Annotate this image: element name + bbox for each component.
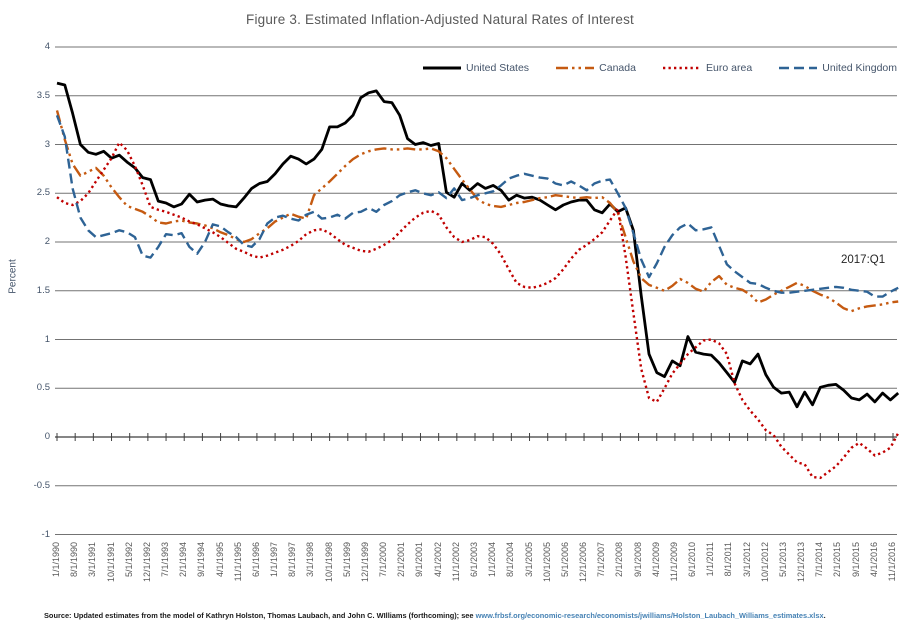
legend-item-united-states[interactable]: United States: [423, 62, 529, 74]
x-tick-label: 7/1/2007: [596, 542, 607, 578]
series-line-euro-area: [56, 141, 900, 480]
legend-line-sample: [556, 66, 595, 70]
x-tick-label: 12/1/2006: [578, 542, 589, 583]
x-tick-label: 4/1/2002: [432, 542, 443, 578]
x-tick-label: 3/1/2012: [741, 542, 752, 578]
x-tick-label: 10/1/2005: [541, 542, 552, 583]
x-tick-label: 2/1/1994: [178, 542, 189, 578]
legend-item-canada[interactable]: Canada: [556, 62, 636, 74]
y-tick-label: -1: [41, 528, 50, 540]
x-tick-label: 3/1/1991: [87, 542, 98, 578]
source-suffix: .: [823, 611, 826, 620]
x-tick-label: 6/1/1996: [250, 542, 261, 578]
x-tick-label: 4/1/2009: [650, 542, 661, 578]
legend-item-euro-area[interactable]: Euro area: [663, 62, 752, 74]
y-tick-label: 1.5: [36, 284, 50, 296]
x-tick-label: 12/1/2013: [796, 542, 807, 583]
y-tick-label: 0.5: [36, 382, 50, 394]
legend-label: Euro area: [706, 62, 753, 74]
x-tick-label: 8/1/1990: [69, 542, 80, 578]
endpoint-annotation: 2017:Q1: [841, 254, 886, 266]
x-tick-label: 9/1/2008: [632, 542, 643, 578]
x-tick-label: 1/1/2004: [487, 542, 498, 578]
legend-line-sample: [663, 66, 702, 70]
x-tick-label: 10/1/2012: [759, 542, 770, 583]
x-tick-label: 9/1/2001: [414, 542, 425, 578]
x-tick-label: 11/1/2016: [887, 542, 897, 582]
x-tick-label: 6/1/2003: [469, 542, 479, 578]
y-tick-label: 1: [44, 333, 50, 345]
x-tick-label: 8/1/1997: [287, 542, 298, 578]
legend-label: United States: [466, 62, 530, 74]
x-tick-label: 8/1/2011: [723, 542, 734, 577]
y-tick-label: 2.5: [36, 187, 50, 199]
y-tick-label: 4: [44, 41, 50, 52]
x-tick-label: 5/1/1992: [123, 542, 134, 578]
legend-item-united-kingdom[interactable]: United Kingdom: [779, 62, 897, 74]
legend-line-sample: [423, 66, 461, 70]
x-tick-label: 2/1/2015: [832, 542, 843, 578]
legend-label: Canada: [599, 62, 636, 74]
y-tick-label: 2: [44, 236, 50, 247]
x-tick-label: 4/1/2016: [868, 542, 879, 578]
x-tick-label: 2/1/2008: [614, 542, 625, 578]
x-tick-label: 7/1/2000: [378, 542, 389, 578]
x-tick-label: 12/1/1999: [359, 542, 370, 583]
y-tick-label: 3.5: [36, 89, 50, 101]
x-tick-label: 11/1/1995: [232, 542, 243, 582]
source-text: Source: Updated estimates from the model…: [44, 611, 476, 620]
x-tick-label: 10/1/1998: [323, 542, 334, 583]
x-tick-label: 5/1/2013: [777, 542, 788, 578]
x-tick-label: 5/1/2006: [559, 542, 570, 578]
legend-label: United Kingdom: [822, 62, 897, 74]
x-tick-label: 6/1/2010: [687, 542, 698, 578]
x-tick-label: 3/1/1998: [305, 542, 316, 578]
series-line-canada: [55, 110, 899, 313]
x-tick-label: 2/1/2001: [396, 542, 407, 578]
x-tick-label: 11/1/2002: [450, 542, 461, 582]
x-tick-label: 11/1/2009: [668, 542, 679, 582]
chart-title: Figure 3. Estimated Inflation-Adjusted N…: [246, 12, 634, 27]
x-tick-label: 7/1/1993: [160, 542, 171, 578]
y-tick-label: -0.5: [33, 479, 50, 491]
series-line-united-kingdom: [55, 114, 899, 298]
y-tick-label: 0: [44, 431, 50, 442]
source-link[interactable]: www.frbsf.org/economic-research/economis…: [475, 611, 824, 620]
x-tick-label: 9/1/2015: [850, 542, 861, 578]
x-tick-label: 4/1/1995: [214, 542, 225, 578]
series-line-united-states: [56, 81, 900, 409]
x-tick-label: 5/1/1999: [341, 542, 352, 578]
x-tick-label: 1/1/2011: [705, 542, 716, 577]
x-tick-label: 1/1/1997: [269, 542, 280, 578]
x-tick-label: 12/1/1992: [141, 542, 152, 583]
y-tick-label: 3: [44, 138, 50, 150]
x-tick-label: 1/1/1990: [51, 542, 61, 578]
x-tick-label: 10/1/1991: [105, 542, 116, 583]
legend-line-sample: [779, 66, 818, 70]
x-tick-label: 7/1/2014: [814, 542, 825, 578]
source-note: Source: Updated estimates from the model…: [44, 611, 904, 620]
chart-legend: United States Canada Euro area United Kingd…: [423, 62, 897, 74]
x-tick-label: 9/1/1994: [196, 542, 207, 578]
x-tick-label: 3/1/2005: [523, 542, 534, 578]
x-tick-label: 8/1/2004: [505, 542, 516, 578]
